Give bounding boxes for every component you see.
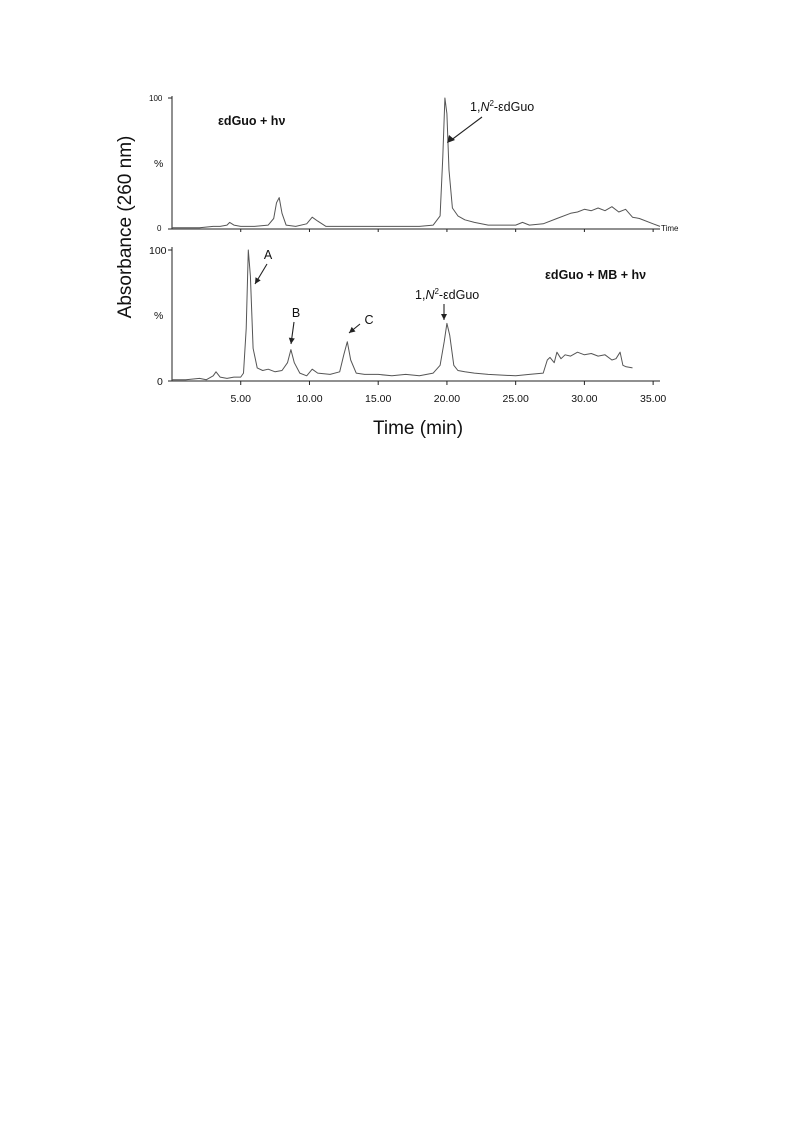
top-peak-arrowhead xyxy=(447,135,455,143)
top-panel: 100 % 0 Time εdGuo + hν 1,N2-εdGuo xyxy=(149,94,679,233)
shared-y-axis-label: Absorbance (260 nm) xyxy=(115,136,136,319)
top-ytick-0: 0 xyxy=(157,224,162,233)
peak-label-c: C xyxy=(364,313,373,327)
bottom-ytick-percent: % xyxy=(154,310,163,322)
top-peak-arrow xyxy=(449,116,483,142)
peak-label-a: A xyxy=(264,248,273,262)
bottom-x-ticks: 5.00 10.00 15.00 20.00 25.00 30.00 35.00 xyxy=(231,381,666,405)
x-tick-label: 10.00 xyxy=(296,393,322,405)
x-tick-label: 15.00 xyxy=(365,393,391,405)
top-ytick-percent: % xyxy=(154,158,163,170)
peak-arrowhead xyxy=(255,277,261,284)
peak-label-b: B xyxy=(292,306,300,320)
peak-arrowhead xyxy=(288,337,295,344)
shared-x-axis-label: Time (min) xyxy=(373,418,463,439)
top-chromatogram-trace xyxy=(172,97,661,229)
x-tick-label: 5.00 xyxy=(231,393,252,405)
x-tick-label: 25.00 xyxy=(503,393,529,405)
x-tick-label: 30.00 xyxy=(571,393,597,405)
bottom-panel: 100 % 0 εdGuo + MB + hν 5.00 10.00 15.00 20… xyxy=(149,245,666,405)
peak-label-dguo: 1,N2-εdGuo xyxy=(415,287,479,302)
x-tick-label: 20.00 xyxy=(434,393,460,405)
top-peak-annotation: 1,N2-εdGuo xyxy=(447,99,534,143)
x-tick-label: 35.00 xyxy=(640,393,666,405)
peak-arrowhead xyxy=(441,314,447,320)
bottom-panel-title: εdGuo + MB + hν xyxy=(545,268,646,282)
bottom-ytick-100: 100 xyxy=(149,245,167,257)
top-x-axis-label: Time xyxy=(661,224,679,233)
bottom-chromatogram-trace xyxy=(172,249,633,381)
top-panel-title: εdGuo + hν xyxy=(218,114,285,128)
top-ytick-100: 100 xyxy=(149,94,163,103)
bottom-peak-annotations: A B C 1,N2-εdGuo xyxy=(254,248,479,345)
bottom-ytick-0: 0 xyxy=(157,376,163,388)
peak-arrowhead xyxy=(349,326,356,333)
top-peak-label: 1,N2-εdGuo xyxy=(470,99,534,114)
